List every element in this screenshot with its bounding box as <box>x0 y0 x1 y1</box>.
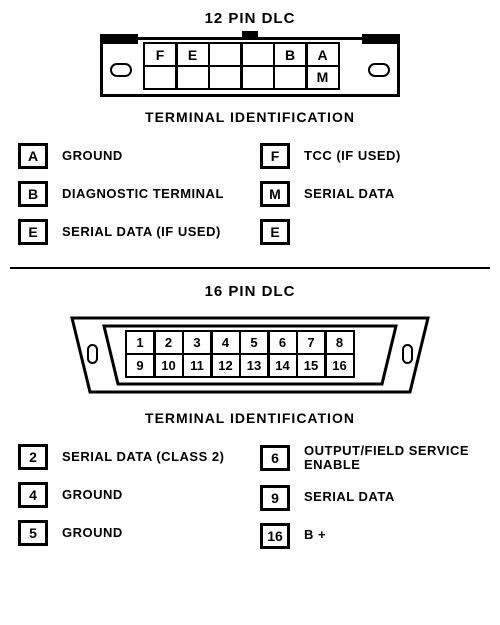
pin-cell: 4 <box>210 330 241 355</box>
legend-row: 9 SERIAL DATA <box>260 485 482 511</box>
pin-cell: E <box>175 42 210 67</box>
section2-legend: 2 SERIAL DATA (CLASS 2) 4 GROUND 5 GROUN… <box>10 444 490 561</box>
pin-cell: 15 <box>296 353 327 378</box>
legend-box: 4 <box>18 482 48 508</box>
pin-cell: 11 <box>182 353 213 378</box>
pin-cell: 10 <box>153 353 184 378</box>
legend-box: 6 <box>260 445 290 471</box>
pin-cell: 16 <box>324 353 355 378</box>
legend-row: B DIAGNOSTIC TERMINAL <box>18 181 240 207</box>
pin-cell: 8 <box>324 330 355 355</box>
legend-text: SERIAL DATA (IF USED) <box>62 225 221 239</box>
legend-box: 9 <box>260 485 290 511</box>
legend-text: OUTPUT/FIELD SERVICE ENABLE <box>304 444 482 473</box>
connector-16pin: 1 2 3 4 5 6 7 8 9 10 11 12 13 14 15 16 <box>70 304 430 404</box>
legend-text: DIAGNOSTIC TERMINAL <box>62 187 224 201</box>
legend-row: M SERIAL DATA <box>260 181 482 207</box>
pin-cell <box>143 65 178 90</box>
pin-cell: 2 <box>153 330 184 355</box>
pin-cell: A <box>305 42 340 67</box>
legend-text: SERIAL DATA <box>304 187 395 201</box>
pin-cell <box>208 42 243 67</box>
connector12-slot-right <box>368 63 390 77</box>
pin-cell: 3 <box>182 330 213 355</box>
legend-text: GROUND <box>62 488 123 502</box>
section1-legend: A GROUND B DIAGNOSTIC TERMINAL E SERIAL … <box>10 143 490 257</box>
legend-box: A <box>18 143 48 169</box>
pin-cell: 14 <box>267 353 298 378</box>
legend-text: TCC (IF USED) <box>304 149 401 163</box>
connector16-slot-left <box>87 344 98 364</box>
connector16-grid: 1 2 3 4 5 6 7 8 9 10 11 12 13 14 15 16 <box>127 330 355 378</box>
pin-cell <box>240 42 275 67</box>
pin-cell: 12 <box>210 353 241 378</box>
section2-subtitle: TERMINAL IDENTIFICATION <box>10 410 490 426</box>
section1-title: 12 PIN DLC <box>10 10 490 27</box>
legend-text: SERIAL DATA <box>304 490 395 504</box>
pin-cell: M <box>305 65 340 90</box>
legend-box: E <box>18 219 48 245</box>
legend-box: B <box>18 181 48 207</box>
pin-cell <box>208 65 243 90</box>
legend-row: E <box>260 219 482 245</box>
pin-cell: B <box>273 42 308 67</box>
legend-box: F <box>260 143 290 169</box>
legend-text: GROUND <box>62 149 123 163</box>
legend-text: B + <box>304 528 326 542</box>
pin-cell: F <box>143 42 178 67</box>
legend-row: E SERIAL DATA (IF USED) <box>18 219 240 245</box>
pin-cell <box>175 65 210 90</box>
pin-cell: 7 <box>296 330 327 355</box>
connector-12pin: F E B A M <box>90 31 410 103</box>
legend-row: 16 B + <box>260 523 482 549</box>
legend-box: 5 <box>18 520 48 546</box>
legend-row: 2 SERIAL DATA (CLASS 2) <box>18 444 240 470</box>
legend-text: GROUND <box>62 526 123 540</box>
connector12-grid: F E B A M <box>145 42 340 90</box>
pin-cell: 9 <box>125 353 156 378</box>
pin-cell: 1 <box>125 330 156 355</box>
pin-cell <box>240 65 275 90</box>
legend-box: 16 <box>260 523 290 549</box>
legend-box: M <box>260 181 290 207</box>
legend-text: SERIAL DATA (CLASS 2) <box>62 450 224 464</box>
legend-row: 4 GROUND <box>18 482 240 508</box>
connector12-slot-left <box>110 63 132 77</box>
legend-row: 6 OUTPUT/FIELD SERVICE ENABLE <box>260 444 482 473</box>
pin-cell <box>273 65 308 90</box>
section-divider <box>10 267 490 269</box>
legend-row: F TCC (IF USED) <box>260 143 482 169</box>
connector16-slot-right <box>402 344 413 364</box>
legend-box: 2 <box>18 444 48 470</box>
pin-cell: 6 <box>267 330 298 355</box>
pin-cell: 13 <box>239 353 270 378</box>
legend-box: E <box>260 219 290 245</box>
pin-cell: 5 <box>239 330 270 355</box>
legend-row: A GROUND <box>18 143 240 169</box>
section2-title: 16 PIN DLC <box>10 283 490 300</box>
legend-row: 5 GROUND <box>18 520 240 546</box>
section1-subtitle: TERMINAL IDENTIFICATION <box>10 109 490 125</box>
